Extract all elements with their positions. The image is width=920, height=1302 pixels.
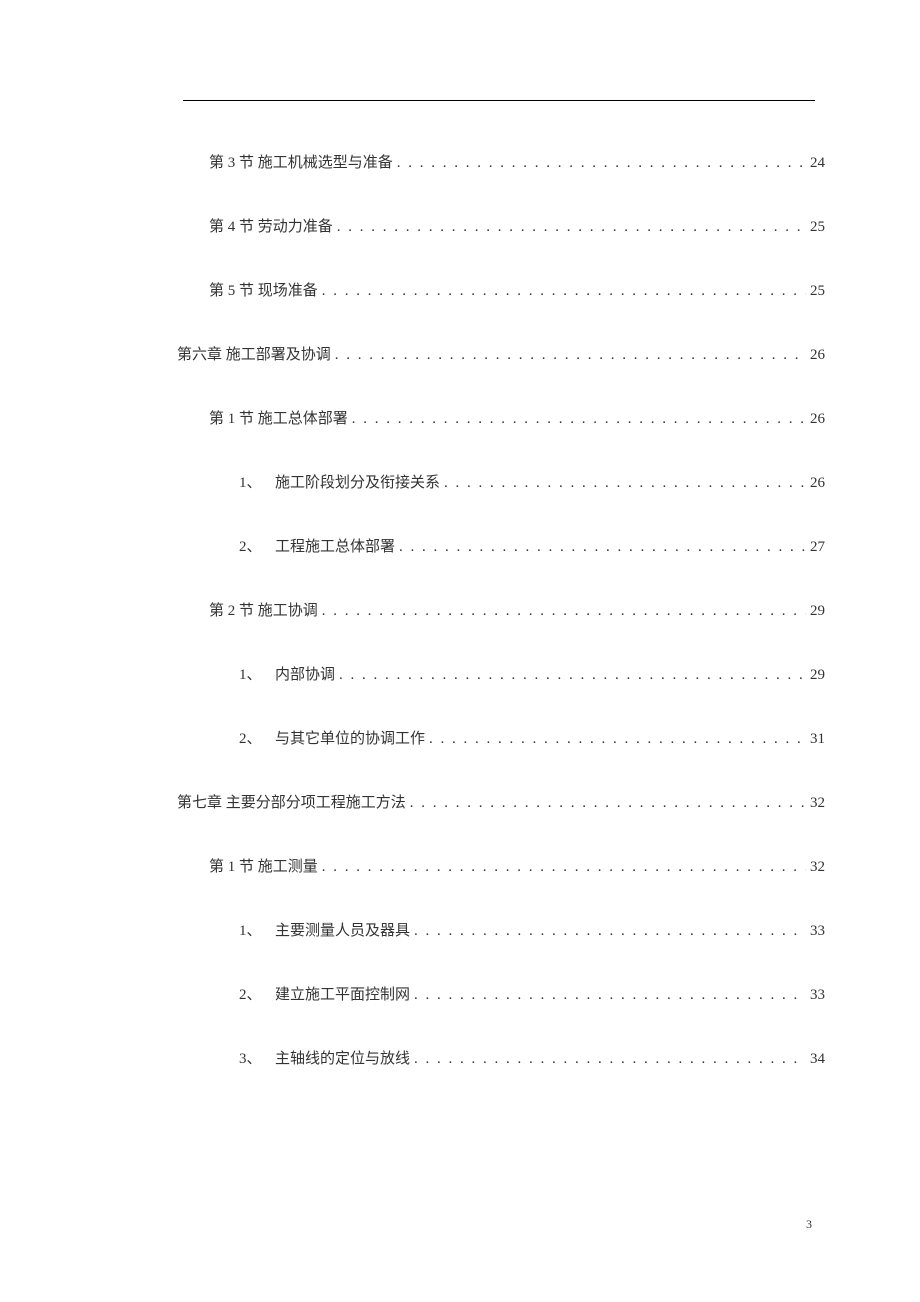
toc-entry: 第六章 施工部署及协调 26 <box>95 343 825 364</box>
toc-entry: 1、施工阶段划分及衔接关系 26 <box>95 471 825 492</box>
toc-label: 第 4 节 劳动力准备 <box>209 215 333 236</box>
toc-number: 2、 <box>239 727 275 748</box>
toc-page-number: 32 <box>810 859 825 876</box>
toc-number: 3、 <box>239 1047 275 1068</box>
toc-entry: 1、主要测量人员及器具 33 <box>95 919 825 940</box>
toc-leader-dots <box>410 795 806 812</box>
toc-leader-dots <box>399 539 806 556</box>
toc-label: 第 2 节 施工协调 <box>209 599 318 620</box>
toc-page-number: 29 <box>810 603 825 620</box>
toc-number: 1、 <box>239 919 275 940</box>
toc-page-number: 25 <box>810 219 825 236</box>
toc-page-number: 26 <box>810 475 825 492</box>
toc-page-number: 26 <box>810 411 825 428</box>
toc-title: 与其它单位的协调工作 <box>275 731 425 747</box>
toc-entry: 第 2 节 施工协调 29 <box>95 599 825 620</box>
toc-number: 1、 <box>239 471 275 492</box>
toc-leader-dots <box>322 283 806 300</box>
toc-label: 3、主轴线的定位与放线 <box>239 1047 410 1068</box>
toc-entry: 第七章 主要分部分项工程施工方法 32 <box>95 791 825 812</box>
toc-label: 第六章 施工部署及协调 <box>177 343 331 364</box>
toc-page-number: 31 <box>810 731 825 748</box>
toc-entry: 第 1 节 施工总体部署 26 <box>95 407 825 428</box>
toc-entry: 3、主轴线的定位与放线 34 <box>95 1047 825 1068</box>
toc-title: 主要测量人员及器具 <box>275 923 410 939</box>
toc-leader-dots <box>322 603 806 620</box>
toc-label: 2、工程施工总体部署 <box>239 535 395 556</box>
toc-number: 2、 <box>239 983 275 1004</box>
toc-page-number: 33 <box>810 987 825 1004</box>
toc-title: 主轴线的定位与放线 <box>275 1051 410 1067</box>
toc-entry: 2、建立施工平面控制网 33 <box>95 983 825 1004</box>
toc-entry: 2、工程施工总体部署 27 <box>95 535 825 556</box>
toc-page-number: 32 <box>810 795 825 812</box>
table-of-contents: 第 3 节 施工机械选型与准备24第 4 节 劳动力准备25第 5 节 现场准备… <box>95 151 825 1068</box>
toc-page-number: 24 <box>810 155 825 172</box>
toc-entry: 第 1 节 施工测量 32 <box>95 855 825 876</box>
toc-leader-dots <box>444 475 806 492</box>
toc-entry: 1、内部协调 29 <box>95 663 825 684</box>
toc-entry: 第 5 节 现场准备 25 <box>95 279 825 300</box>
toc-label: 第 5 节 现场准备 <box>209 279 318 300</box>
toc-title: 建立施工平面控制网 <box>275 987 410 1003</box>
toc-label: 1、内部协调 <box>239 663 335 684</box>
toc-page-number: 27 <box>810 539 825 556</box>
toc-label: 2、与其它单位的协调工作 <box>239 727 425 748</box>
toc-label: 第 1 节 施工测量 <box>209 855 318 876</box>
toc-label: 第 3 节 施工机械选型与准备 <box>209 151 393 172</box>
toc-page-number: 34 <box>810 1051 825 1068</box>
toc-leader-dots <box>414 1051 806 1068</box>
toc-leader-dots <box>322 859 806 876</box>
toc-label: 第 1 节 施工总体部署 <box>209 407 348 428</box>
toc-leader-dots <box>335 347 806 364</box>
header-rule <box>183 100 815 101</box>
toc-leader-dots <box>352 411 806 428</box>
toc-page-number: 25 <box>810 283 825 300</box>
toc-page-number: 33 <box>810 923 825 940</box>
toc-number: 1、 <box>239 663 275 684</box>
toc-leader-dots <box>414 923 806 940</box>
toc-page-number: 26 <box>810 347 825 364</box>
toc-leader-dots <box>339 667 806 684</box>
toc-leader-dots <box>397 155 806 172</box>
toc-label: 1、主要测量人员及器具 <box>239 919 410 940</box>
toc-entry: 第 3 节 施工机械选型与准备 24 <box>95 151 825 172</box>
toc-label: 第七章 主要分部分项工程施工方法 <box>177 791 406 812</box>
toc-leader-dots <box>429 731 806 748</box>
toc-page-number: 29 <box>810 667 825 684</box>
toc-label: 1、施工阶段划分及衔接关系 <box>239 471 440 492</box>
toc-title: 内部协调 <box>275 667 335 683</box>
toc-label: 2、建立施工平面控制网 <box>239 983 410 1004</box>
toc-title: 工程施工总体部署 <box>275 539 395 555</box>
toc-number: 2、 <box>239 535 275 556</box>
toc-leader-dots <box>414 987 806 1004</box>
toc-title: 施工阶段划分及衔接关系 <box>275 475 440 491</box>
toc-entry: 2、与其它单位的协调工作 31 <box>95 727 825 748</box>
toc-leader-dots <box>337 219 806 236</box>
page-number: 3 <box>806 1217 812 1232</box>
document-page: 第 3 节 施工机械选型与准备24第 4 节 劳动力准备25第 5 节 现场准备… <box>0 0 920 1302</box>
toc-entry: 第 4 节 劳动力准备 25 <box>95 215 825 236</box>
